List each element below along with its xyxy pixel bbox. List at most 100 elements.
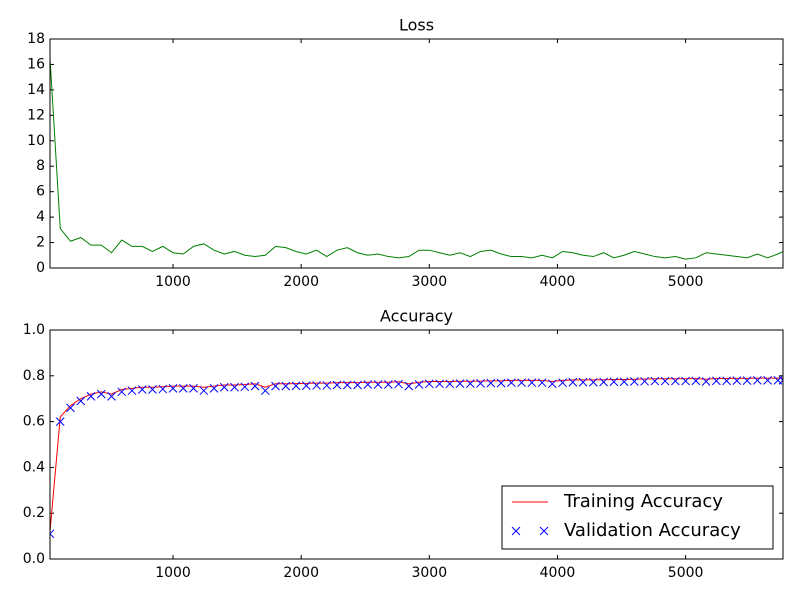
data-point [199, 386, 209, 396]
data-point [640, 376, 649, 386]
data-point [209, 384, 219, 393]
data-point [537, 378, 547, 388]
y-tick-label: 16 [27, 56, 45, 72]
data-point [55, 417, 65, 426]
y-tick-label: 0.2 [23, 505, 45, 521]
data-point [486, 378, 496, 388]
data-point [260, 386, 270, 396]
data-point [219, 382, 229, 392]
data-point [445, 379, 455, 389]
data-point [476, 379, 485, 388]
data-point [568, 377, 578, 387]
data-line [50, 377, 783, 532]
y-tick-label: 14 [27, 82, 45, 98]
data-line [50, 58, 783, 260]
data-point [547, 379, 557, 389]
data-point [722, 376, 731, 386]
data-point [332, 380, 342, 390]
data-point [671, 376, 680, 386]
data-point [301, 381, 311, 391]
data-point [732, 376, 742, 385]
y-tick-label: 8 [36, 158, 45, 174]
x-tick-label: 4000 [540, 565, 576, 581]
data-point [681, 376, 690, 386]
axes-frame [49, 329, 784, 560]
y-tick-label: 6 [36, 184, 45, 200]
data-point [629, 377, 639, 386]
y-tick-label: 0.8 [23, 368, 45, 384]
data-point [373, 380, 383, 389]
data-point [778, 376, 783, 385]
chart-title: Loss [399, 16, 434, 35]
y-tick-label: 12 [27, 107, 45, 123]
data-point [763, 376, 772, 385]
data-point [650, 376, 660, 386]
data-point [609, 377, 619, 387]
data-point [353, 380, 362, 390]
y-tick-label: 1.0 [23, 322, 45, 338]
x-tick-label: 1000 [155, 565, 191, 581]
data-point [424, 379, 434, 389]
data-point [506, 378, 516, 388]
data-point [230, 382, 239, 392]
data-point [394, 379, 403, 389]
plot-area [50, 58, 783, 260]
data-point [50, 529, 55, 539]
data-point [742, 376, 752, 385]
x-tick-label: 2000 [283, 274, 319, 290]
x-tick-label: 4000 [540, 274, 576, 290]
plot-area [50, 376, 783, 539]
data-point [455, 379, 465, 388]
data-point [588, 377, 598, 387]
data-point [404, 381, 414, 391]
data-point [117, 387, 127, 397]
data-point [240, 382, 250, 392]
data-point [250, 381, 260, 391]
data-point [435, 379, 444, 389]
y-tick-label: 4 [36, 209, 45, 225]
data-point [753, 376, 762, 385]
data-point [712, 376, 721, 386]
x-tick-label: 1000 [155, 274, 191, 290]
y-tick-label: 0.6 [23, 414, 45, 430]
legend-label: Training Accuracy [563, 491, 723, 512]
x-tick-label: 3000 [411, 565, 447, 581]
data-point [312, 381, 321, 390]
legend-label: Validation Accuracy [564, 520, 741, 541]
data-point [178, 384, 188, 393]
y-tick-label: 10 [27, 133, 45, 149]
data-point [496, 378, 506, 388]
data-point [76, 396, 86, 406]
data-point [271, 381, 280, 391]
data-point [383, 380, 393, 389]
data-point [517, 378, 526, 388]
data-point [527, 378, 537, 388]
legend-marker [539, 526, 549, 536]
y-tick-label: 18 [27, 31, 45, 47]
data-point [107, 392, 116, 401]
y-tick-label: 0.4 [23, 459, 45, 475]
data-point [148, 385, 157, 394]
legend-marker [511, 526, 521, 536]
y-tick-label: 0 [36, 260, 45, 276]
axes-frame [49, 38, 784, 269]
data-point [465, 379, 475, 388]
data-point [599, 377, 608, 387]
data-point [691, 376, 701, 386]
data-point [281, 381, 291, 391]
chart-title: Accuracy [380, 307, 453, 326]
x-tick-label: 2000 [283, 565, 319, 581]
data-point [578, 377, 588, 387]
x-tick-label: 5000 [668, 274, 704, 290]
data-point [619, 377, 629, 387]
data-point [127, 386, 137, 396]
data-point [701, 377, 711, 386]
data-point [322, 381, 332, 390]
data-point [558, 378, 567, 388]
data-point [86, 392, 96, 401]
data-point [363, 380, 373, 389]
data-point [414, 380, 424, 389]
data-point [660, 376, 670, 386]
